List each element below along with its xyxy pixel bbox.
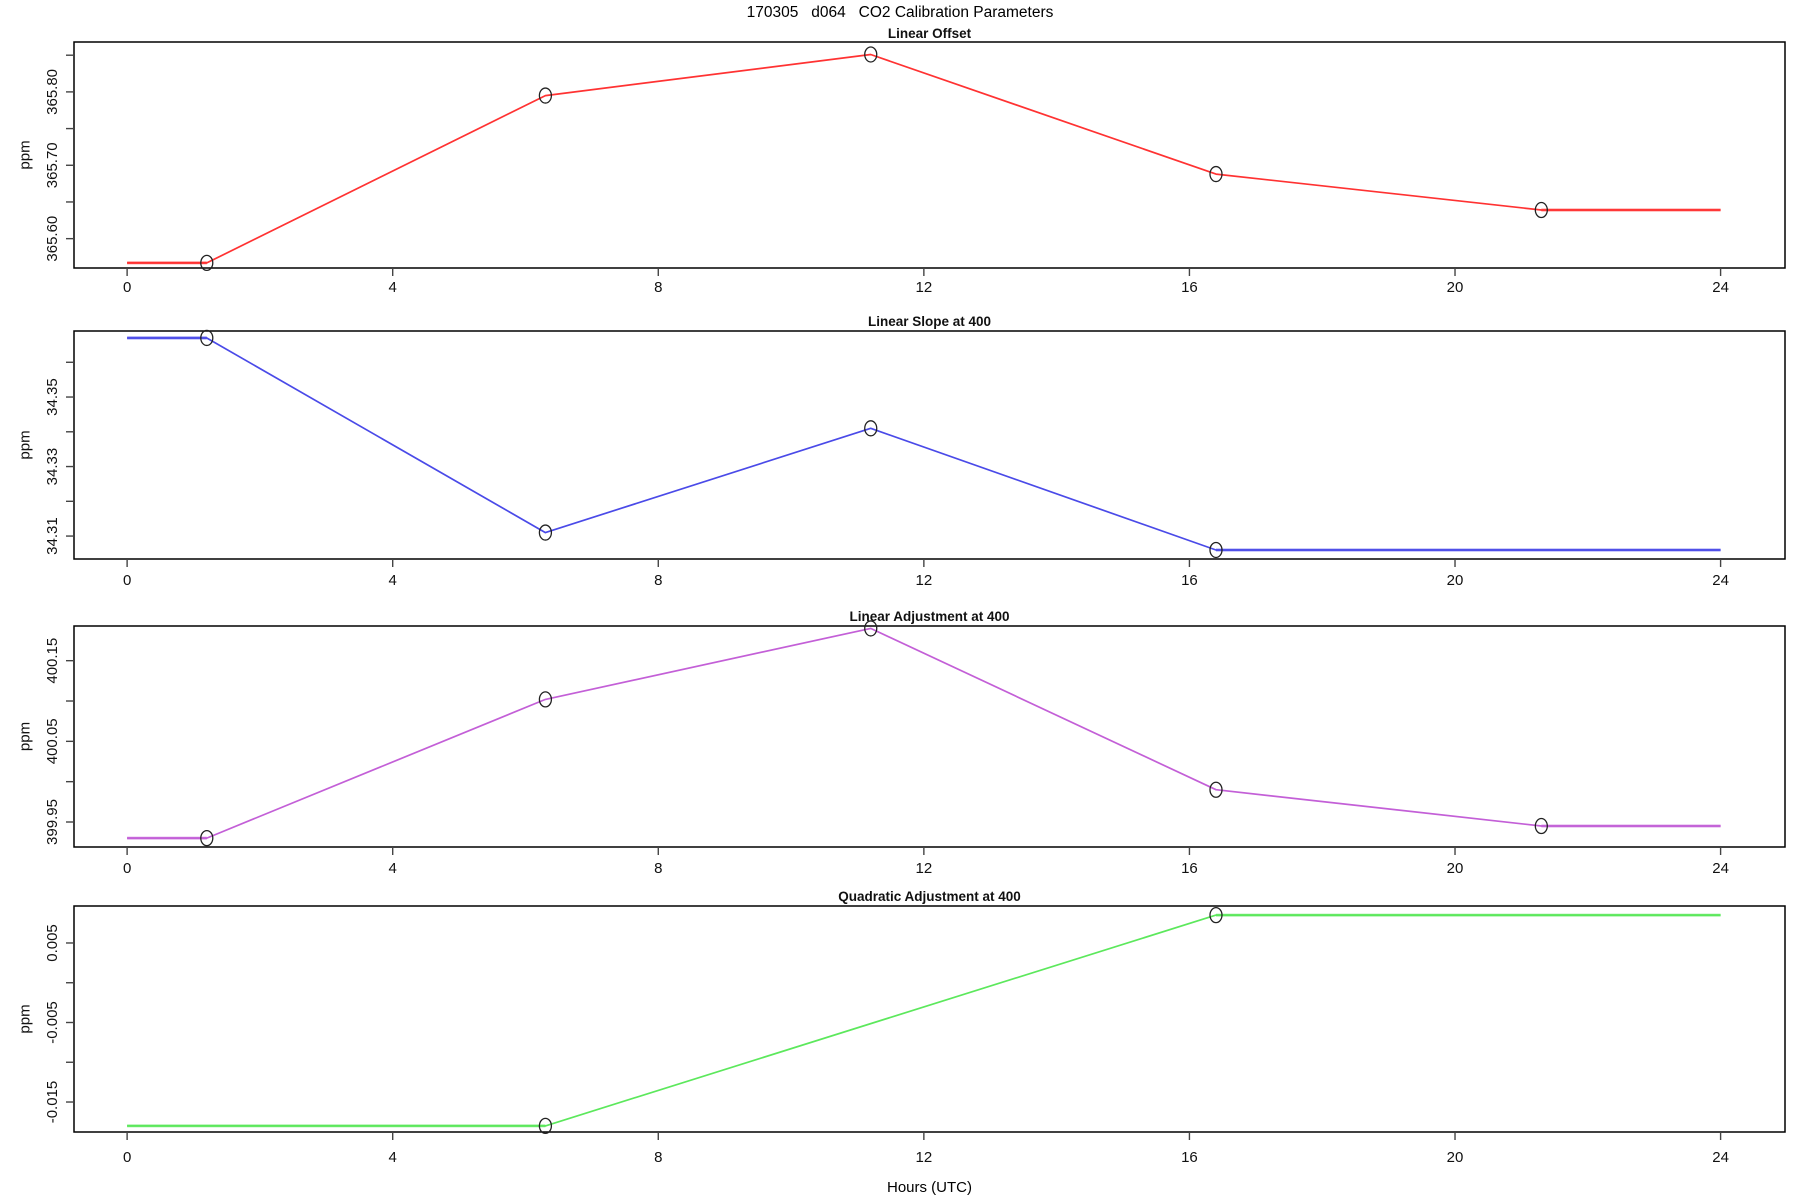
x-tick-label: 12 xyxy=(916,279,933,296)
data-point xyxy=(1209,906,1223,924)
y-axis-label: ppm xyxy=(16,140,33,169)
panel-1: Linear Offset 365.60 365.70 365.80 ppm 0 4 8 12 1… xyxy=(16,26,1786,296)
x-tick-label: 16 xyxy=(1181,1149,1198,1166)
x-tick-label: 20 xyxy=(1447,279,1464,296)
x-tick-label: 24 xyxy=(1712,279,1729,296)
y-axis-label: ppm xyxy=(16,430,33,459)
panel-2: Linear Slope at 400 34.31 34.33 34.35 ppm 0 4 8… xyxy=(16,314,1786,589)
data-point xyxy=(864,420,878,437)
x-tick-label: 20 xyxy=(1447,1149,1464,1166)
data-point xyxy=(1534,201,1548,219)
data-point xyxy=(864,620,878,637)
data-line xyxy=(127,337,1721,551)
x-tick-label: 8 xyxy=(654,279,662,296)
x-axis-title: Hours (UTC) xyxy=(887,1179,972,1196)
x-tick-label: 0 xyxy=(123,279,131,296)
panel-box xyxy=(73,905,1786,1133)
panel-3: Linear Adjustment at 400 399.95 400.05 400.… xyxy=(16,609,1786,877)
data-point xyxy=(1209,781,1223,798)
x-tick-label: 8 xyxy=(654,1149,662,1166)
panel-box xyxy=(73,625,1786,848)
panel-title: Linear Adjustment at 400 xyxy=(849,609,1009,624)
data-point xyxy=(1209,541,1223,559)
panel-title: Linear Offset xyxy=(888,26,972,41)
x-tick-label: 16 xyxy=(1181,279,1198,296)
data-point xyxy=(538,1117,553,1135)
y-tick-label: 34.35 xyxy=(44,378,61,416)
data-point xyxy=(538,87,553,104)
x-tick-label: 24 xyxy=(1712,572,1729,589)
data-point xyxy=(200,829,214,847)
x-tick-label: 0 xyxy=(123,860,131,877)
y-tick-label: 365.60 xyxy=(44,216,61,262)
y-tick-label: -0.005 xyxy=(44,1001,61,1044)
x-tick-label: 16 xyxy=(1181,860,1198,877)
data-point xyxy=(200,254,214,272)
data-point xyxy=(200,329,214,347)
data-point xyxy=(538,524,553,541)
data-line xyxy=(127,914,1721,1127)
y-tick-label: 365.80 xyxy=(44,69,61,115)
y-tick-label: -0.015 xyxy=(44,1081,61,1124)
x-tick-label: 12 xyxy=(916,860,933,877)
figure-title: 170305 d064 CO2 Calibration Parameters xyxy=(746,4,1054,21)
x-tick-label: 24 xyxy=(1712,1149,1729,1166)
y-tick-label: 365.70 xyxy=(44,142,61,188)
x-tick-label: 4 xyxy=(389,572,397,589)
y-tick-label: 399.95 xyxy=(44,799,61,845)
panel-box xyxy=(73,330,1786,560)
x-tick-label: 0 xyxy=(123,1149,131,1166)
y-tick-label: 0.005 xyxy=(44,924,61,962)
y-axis-label: ppm xyxy=(16,722,33,751)
x-tick-label: 12 xyxy=(916,1149,933,1166)
x-tick-label: 20 xyxy=(1447,572,1464,589)
x-tick-label: 4 xyxy=(389,860,397,877)
y-tick-label: 34.33 xyxy=(44,448,61,486)
data-line xyxy=(127,627,1721,839)
x-tick-label: 12 xyxy=(916,572,933,589)
data-point xyxy=(864,46,878,63)
panel-title: Quadratic Adjustment at 400 xyxy=(838,889,1021,904)
x-tick-label: 8 xyxy=(654,860,662,877)
data-point xyxy=(1209,165,1223,183)
y-tick-label: 34.31 xyxy=(44,517,61,555)
x-tick-label: 24 xyxy=(1712,860,1729,877)
y-tick-label: 400.15 xyxy=(44,638,61,684)
x-tick-label: 4 xyxy=(389,279,397,296)
y-tick-label: 400.05 xyxy=(44,718,61,764)
x-tick-label: 4 xyxy=(389,1149,397,1166)
data-line xyxy=(127,53,1721,264)
x-tick-label: 20 xyxy=(1447,860,1464,877)
x-tick-label: 8 xyxy=(654,572,662,589)
panel-box xyxy=(73,41,1786,269)
x-tick-label: 0 xyxy=(123,572,131,589)
data-point xyxy=(1534,817,1548,835)
panel-title: Linear Slope at 400 xyxy=(868,314,991,329)
x-tick-label: 16 xyxy=(1181,572,1198,589)
data-point xyxy=(538,691,553,708)
y-axis-label: ppm xyxy=(16,1004,33,1033)
panel-4: Quadratic Adjustment at 400 -0.015 -0.005 0… xyxy=(16,889,1786,1166)
